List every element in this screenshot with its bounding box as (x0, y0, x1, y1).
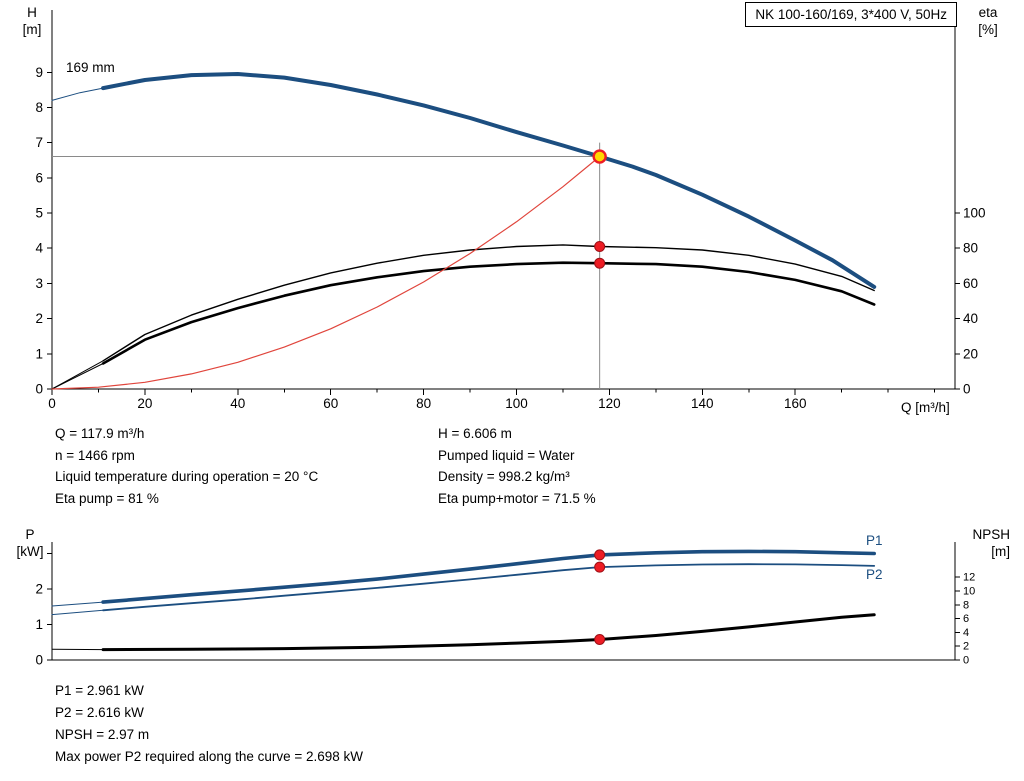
eta-pump-motor-curve (101, 261, 876, 365)
pump-x-tick-label: 60 (323, 396, 338, 411)
pump-y-left-tick-label: 1 (35, 346, 43, 361)
power-y-right-tick-label: 8 (963, 599, 969, 611)
flow-axis-unit: Q [m³/h] (901, 400, 950, 415)
pump-x-tick-label: 80 (416, 396, 431, 411)
pump-y-right-tick-label: 20 (963, 346, 978, 361)
head-axis-unit-symbol: H (27, 5, 37, 20)
power-axis-unit-measure: [kW] (16, 544, 44, 559)
pump-y-right-tick-label: 100 (963, 206, 986, 221)
pump-x-tick-label: 100 (505, 396, 528, 411)
pump-x-tick-label: 160 (784, 396, 807, 411)
npsh-axis-unit-measure: [m] (991, 544, 1010, 559)
eta-axis-unit-symbol: eta (978, 5, 998, 20)
power-y-left-tick-label: 2 (35, 582, 43, 597)
duty-point-dot (594, 257, 606, 269)
duty-point-dot (594, 561, 606, 573)
pump-y-left-tick-label: 9 (35, 65, 43, 80)
impeller-diameter-label: 169 mm (66, 60, 115, 75)
duty-point-dot (594, 240, 606, 252)
info-line-head: H = 6.606 m (438, 426, 512, 441)
head-169mm-curve (101, 72, 877, 289)
p2-leadin-curve (51, 609, 104, 616)
pump-y-left-tick-label: 6 (35, 170, 43, 185)
p1-leadin-curve (51, 601, 104, 607)
power-y-right-tick-label: 10 (963, 585, 975, 597)
p1-curve (101, 549, 877, 604)
npsh-curve (101, 613, 876, 652)
result-line-npsh: NPSH = 2.97 m (55, 727, 150, 742)
operating-point-marker (592, 149, 607, 164)
pump-y-right-tick-label: 60 (963, 276, 978, 291)
power-y-right-tick-label: 4 (963, 627, 969, 639)
result-line-p2: P2 = 2.616 kW (55, 705, 144, 720)
pump-y-left-tick-label: 0 (35, 382, 43, 397)
head-leadin-curve (51, 87, 104, 101)
pump-y-right-tick-label: 80 (963, 241, 978, 256)
p1-curve-label: P1 (866, 533, 883, 548)
duty-point-dot (594, 549, 606, 561)
npsh-axis-unit: NPSH [m] (962, 526, 1010, 560)
pump-y-left-tick-label: 7 (35, 135, 43, 150)
p2-curve-label: P2 (866, 567, 883, 582)
info-line-flow: Q = 117.9 m³/h (55, 426, 145, 441)
info-line-pumped-liquid: Pumped liquid = Water (438, 447, 575, 463)
pump-y-left-tick-label: 2 (35, 311, 43, 326)
pump-y-left-tick-label: 5 (35, 206, 43, 221)
pump-y-right-tick-label: 40 (963, 311, 978, 326)
info-line-speed: n = 1466 rpm (55, 447, 135, 463)
power-y-right-tick-label: 12 (963, 572, 975, 584)
eta-pump-motor-leadin-curve (51, 363, 104, 390)
power-axis-unit-symbol: P (25, 527, 35, 542)
pump-title-box: NK 100-160/169, 3*400 V, 50Hz (745, 2, 957, 27)
result-line-max-power: Max power P2 required along the curve = … (55, 749, 364, 764)
info-line-eta-pump: Eta pump = 81 % (55, 490, 159, 506)
system-curve-curve (51, 155, 601, 390)
pump-y-left-tick-label: 3 (35, 276, 43, 291)
duty-info-column-right: H = 6.606 m Pumped liquid = Water Densit… (438, 423, 596, 509)
info-line-eta-pump-motor: Eta pump+motor = 71.5 % (438, 490, 596, 506)
info-line-liquid-temperature: Liquid temperature during operation = 20… (55, 469, 319, 484)
pump-x-tick-label: 0 (48, 396, 56, 411)
head-axis-unit-measure: [m] (22, 22, 42, 37)
power-y-right-tick-label: 6 (963, 613, 969, 625)
pump-x-tick-label: 40 (230, 396, 245, 411)
pump-y-left-tick-label: 4 (35, 241, 43, 256)
power-y-left-tick-label: 1 (35, 617, 43, 632)
power-y-right-tick-label: 0 (963, 655, 969, 667)
head-axis-unit: H [m] (12, 4, 52, 38)
duty-point-dot (594, 634, 606, 646)
pump-x-tick-label: 120 (598, 396, 621, 411)
power-y-right-tick-label: 2 (963, 641, 969, 653)
pump-y-right-tick-label: 0 (963, 382, 971, 397)
npsh-axis-unit-symbol: NPSH (972, 527, 1010, 542)
eta-pump-curve (102, 244, 875, 362)
eta-axis-unit: eta [%] (966, 4, 1010, 38)
result-block: P1 = 2.961 kW P2 = 2.616 kW NPSH = 2.97 … (55, 680, 363, 768)
duty-info-column-left: Q = 117.9 m³/h n = 1466 rpm Liquid tempe… (55, 423, 318, 509)
eta-axis-unit-measure: [%] (978, 22, 998, 37)
pump-x-tick-label: 140 (691, 396, 714, 411)
info-line-density: Density = 998.2 kg/m³ (438, 469, 570, 484)
power-y-left-tick-label: 0 (35, 653, 43, 668)
pump-x-tick-label: 20 (137, 396, 152, 411)
p2-curve (102, 563, 876, 612)
pump-y-left-tick-label: 8 (35, 100, 43, 115)
power-axis-unit: P [kW] (8, 526, 52, 560)
result-line-p1: P1 = 2.961 kW (55, 683, 144, 698)
